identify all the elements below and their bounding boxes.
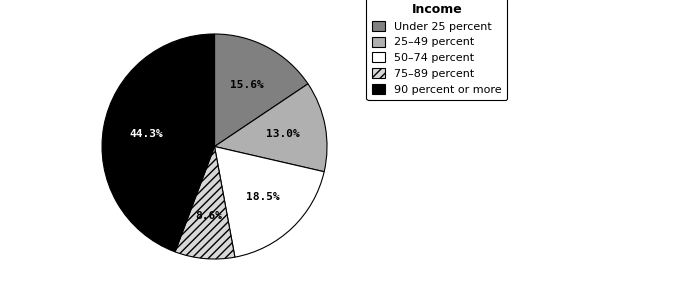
Text: 13.0%: 13.0%: [266, 129, 300, 139]
Wedge shape: [215, 84, 327, 172]
Text: 44.3%: 44.3%: [129, 129, 163, 139]
Text: 15.6%: 15.6%: [230, 80, 264, 90]
Legend: Under 25 percent, 25–49 percent, 50–74 percent, 75–89 percent, 90 percent or mor: Under 25 percent, 25–49 percent, 50–74 p…: [366, 0, 507, 100]
Wedge shape: [215, 146, 324, 257]
Wedge shape: [102, 34, 215, 252]
Wedge shape: [215, 34, 308, 146]
Wedge shape: [175, 146, 235, 259]
Text: 18.5%: 18.5%: [246, 192, 280, 202]
Text: 8.6%: 8.6%: [195, 211, 222, 221]
